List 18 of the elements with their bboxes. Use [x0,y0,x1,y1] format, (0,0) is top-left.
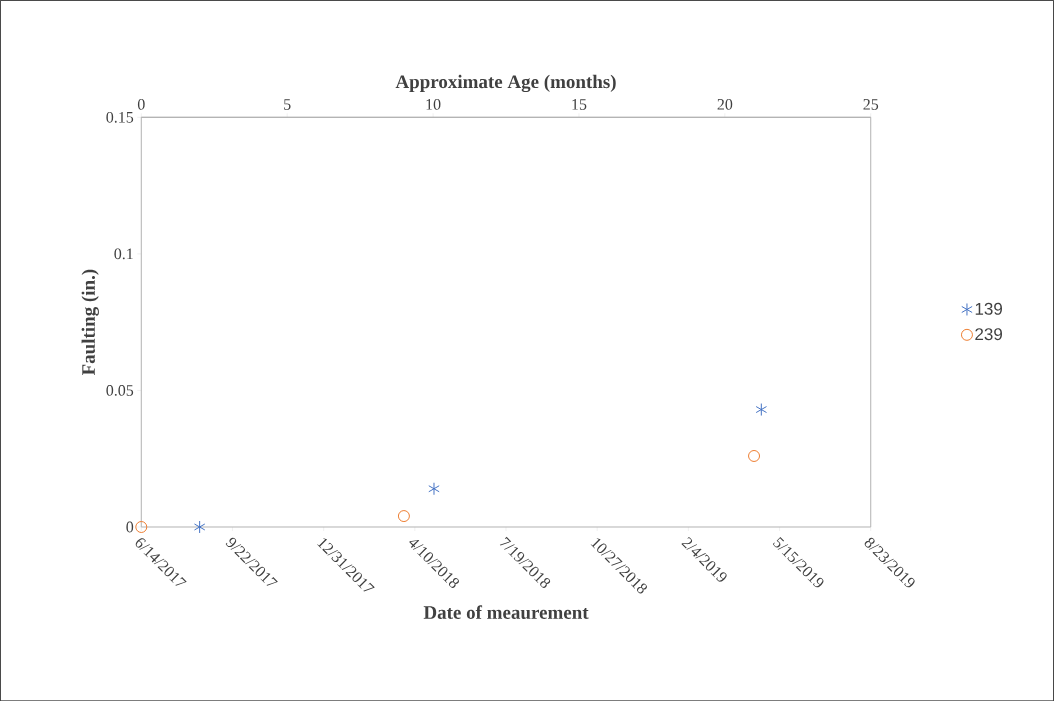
y-tick-label: 0.1 [114,248,133,260]
point [428,482,440,496]
x2-tick-label: 25 [863,98,879,110]
x2-tick-label: 10 [426,98,441,110]
point [755,402,768,416]
y-tick-label: 0.05 [106,384,134,396]
y-axis-title: Faulting (in.) [81,269,99,375]
legend-label: 239 [975,328,1002,341]
x2-tick-label: 5 [284,99,291,110]
x2-tick-label: 0 [137,98,145,110]
legend-label: 139 [975,302,1002,315]
point [193,520,206,534]
x2-tick-label: 20 [717,98,733,110]
y-tick-label: 0.15 [106,111,134,123]
y-tick-label: 0 [126,521,134,533]
x2-tick-label: 15 [572,98,587,110]
x-axis-title: Date of meaurement [423,605,589,619]
x2-axis-title: Approximate Age (months) [395,74,616,92]
